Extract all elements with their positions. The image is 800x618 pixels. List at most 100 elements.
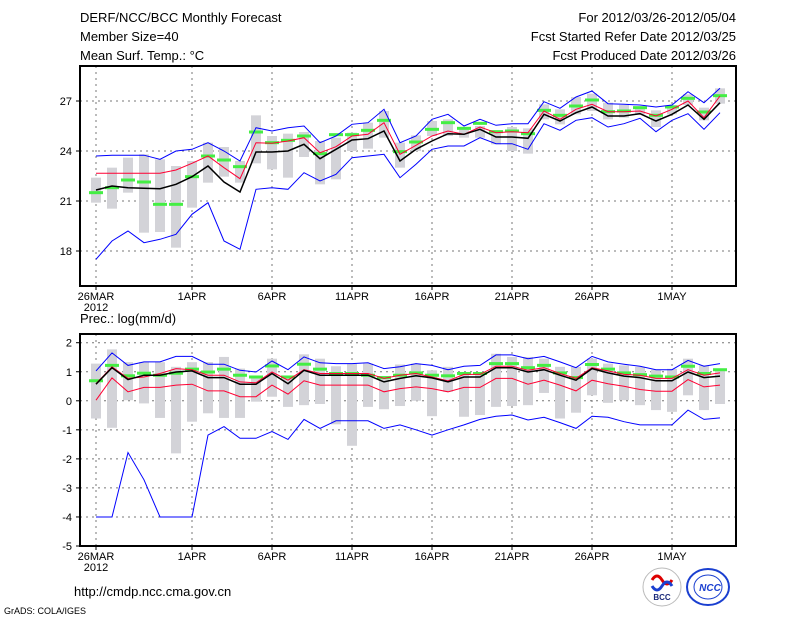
ensemble-mean-line — [95, 102, 721, 194]
ensemble-range-bar — [395, 364, 405, 407]
median-marker — [489, 130, 503, 134]
median-marker — [217, 158, 231, 162]
y-tick-label: 27 — [60, 96, 72, 108]
median-marker — [441, 374, 455, 378]
median-marker — [297, 134, 311, 138]
grads-credit: GrADS: COLA/IGES — [4, 606, 86, 616]
ensemble-range-bar — [251, 376, 261, 402]
envelope-line-blue-lower — [96, 409, 721, 518]
median-marker — [297, 362, 311, 366]
ensemble-range-bar — [155, 159, 165, 232]
ensemble-range-bar — [443, 119, 453, 136]
ensemble-range-bar — [651, 369, 661, 411]
ensemble-range-bar — [203, 142, 213, 183]
median-marker — [457, 126, 471, 130]
band-line-red-lower — [95, 377, 721, 401]
x-tick-label: 1APR — [178, 551, 207, 563]
median-marker — [217, 367, 231, 371]
x-tick-label: 11APR — [335, 551, 369, 563]
median-marker — [201, 370, 215, 374]
ensemble-range-bar — [91, 363, 101, 419]
variable-label: Mean Surf. Temp.: °C — [80, 48, 204, 63]
forecast-produced-date: Fcst Produced Date 2012/03/26 — [552, 48, 736, 63]
ensemble-range-bar — [379, 378, 389, 410]
x-tick-label: 1APR — [178, 291, 207, 303]
band-line-red-upper — [95, 365, 721, 385]
median-marker — [169, 202, 183, 206]
ensemble-range-bar — [443, 366, 453, 392]
ensemble-range-bar — [139, 362, 149, 404]
x-tick-label: 6APR — [258, 291, 287, 303]
x-tick-label: 21APR — [495, 291, 530, 303]
median-marker — [697, 110, 711, 114]
ensemble-range-bar — [459, 372, 469, 417]
ensemble-range-bar — [315, 141, 325, 185]
median-marker — [537, 363, 551, 367]
median-marker — [345, 133, 359, 137]
bcc-logo: BCC — [642, 567, 682, 607]
forecast-start-date: Fcst Started Refer Date 2012/03/25 — [531, 29, 736, 44]
forecast-period: For 2012/03/26-2012/05/04 — [578, 10, 736, 25]
ensemble-range-bar — [251, 115, 261, 164]
x-tick-label: 16APR — [415, 551, 450, 563]
y-tick-label: 1 — [66, 367, 72, 379]
ensemble-range-bar — [507, 356, 517, 407]
median-marker — [473, 121, 487, 125]
ensemble-range-bar — [539, 358, 549, 393]
ensemble-range-bar — [123, 157, 133, 193]
median-marker — [233, 165, 247, 169]
median-marker — [393, 150, 407, 154]
median-marker — [265, 364, 279, 368]
median-marker — [425, 127, 439, 131]
median-marker — [633, 373, 647, 377]
median-marker — [617, 109, 631, 113]
ensemble-range-bar — [587, 93, 597, 111]
ensemble-range-bar — [91, 177, 101, 203]
bcc-logo-text: BCC — [653, 593, 671, 602]
median-marker — [473, 371, 487, 375]
y-tick-label: -4 — [62, 512, 72, 524]
ensemble-range-bar — [331, 366, 341, 425]
x-tick-label: 26APR — [575, 551, 610, 563]
median-marker — [649, 113, 663, 117]
median-marker — [457, 371, 471, 375]
y-tick-label: 2 — [66, 338, 72, 350]
footer-url[interactable]: http://cmdp.ncc.cma.gov.cn — [74, 584, 231, 599]
ensemble-range-bar — [507, 127, 517, 151]
median-marker — [617, 371, 631, 375]
median-marker — [649, 374, 663, 378]
ncc-logo: NCC — [686, 568, 730, 606]
ensemble-range-bar — [395, 142, 405, 168]
ensemble-range-bar — [267, 358, 277, 397]
ensemble-range-bar — [411, 363, 421, 401]
median-marker — [633, 106, 647, 110]
band-line-red — [96, 95, 721, 180]
x-tick-label: 26MAR — [78, 551, 115, 563]
ensemble-range-bar — [107, 349, 117, 428]
envelope-line-blue-lower — [95, 112, 721, 260]
plot-frame — [79, 333, 737, 547]
plot-frame — [79, 65, 737, 287]
ensemble-range-bar — [571, 366, 581, 413]
ensemble-range-bar — [347, 363, 357, 446]
member-size: Member Size=40 — [80, 29, 179, 44]
median-marker — [377, 118, 391, 122]
x-tick-sublabel: 2012 — [84, 302, 108, 314]
median-marker — [233, 373, 247, 377]
ensemble-range-bar — [715, 368, 725, 404]
ncc-logo-text: NCC — [699, 583, 721, 594]
ensemble-range-bar — [155, 362, 165, 418]
x-tick-label: 11APR — [335, 291, 369, 303]
median-marker — [425, 373, 439, 377]
y-tick-label: 0 — [66, 396, 72, 408]
ensemble-range-bar — [347, 132, 357, 151]
ensemble-range-bar — [235, 161, 245, 183]
ensemble-range-bar — [523, 356, 533, 406]
ensemble-range-bar — [635, 366, 645, 406]
median-marker — [281, 138, 295, 142]
median-marker — [137, 180, 151, 184]
median-marker — [569, 104, 583, 108]
median-marker — [665, 105, 679, 109]
ensemble-range-bar — [123, 362, 133, 401]
